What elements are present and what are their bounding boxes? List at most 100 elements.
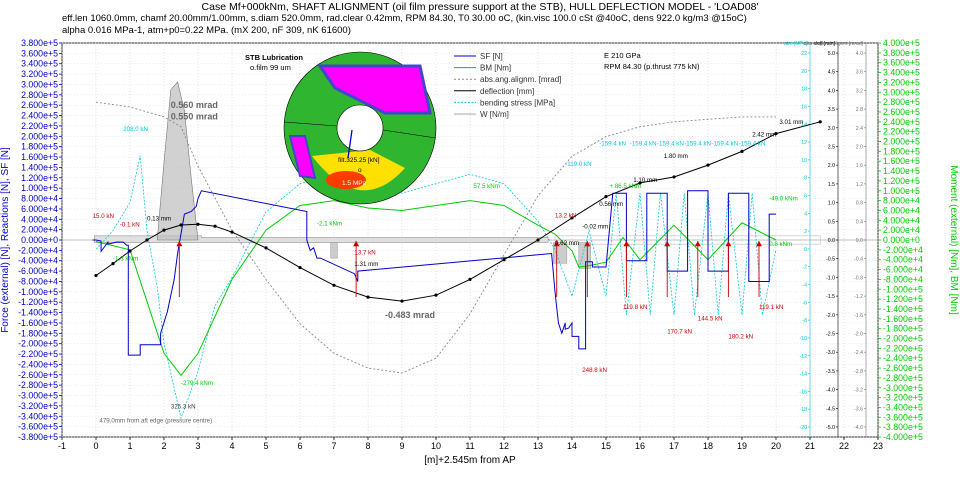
right-tick-label: -3.200e+5 [883, 393, 923, 403]
right-tick-label: 1.000e+5 [883, 186, 920, 196]
annotations: 0.560 mrad 0.550 mrad -0.483 mrad 479.0mm f… [93, 100, 804, 425]
right-tick-label: 3.800e+5 [883, 48, 920, 58]
deflection-series-point [400, 299, 404, 303]
left-axis-label: Force (external) [N], Reactions [N], SF … [0, 147, 11, 333]
x-tick-label: 21 [805, 441, 815, 451]
defl-tick-label: 0.0 [828, 238, 835, 244]
stress-tick-label: 6 [804, 193, 807, 199]
stress-tick-label: -12 [800, 354, 808, 360]
legend-label: SF [N] [480, 52, 503, 61]
annotation-label: -159.4 kN [630, 141, 657, 148]
annotation-label: -159.4 kN [711, 141, 738, 148]
right-tick-label: -8.000e+4 [883, 274, 923, 284]
left-tick-label: 0.000e+0 [21, 235, 58, 245]
annotation-label: 15.0 kN [93, 213, 114, 220]
deflection-series [95, 121, 821, 302]
right-tick-label: 3.200e+5 [883, 77, 920, 87]
right-tick-label: 1.600e+5 [883, 156, 920, 166]
left-tick-label: 3.800e+5 [21, 38, 58, 48]
reaction-arrowhead [694, 241, 701, 247]
defl-tick-label: -2.5 [826, 332, 835, 338]
stress-tick-label: 4 [804, 211, 807, 217]
deflection-series-point [638, 181, 642, 185]
right-tick-label: 2.200e+5 [883, 127, 920, 137]
x-tick-label: 6 [297, 441, 302, 451]
left-tick-label: 2.600e+5 [21, 100, 58, 110]
right-tick-label: 2.000e+5 [883, 137, 920, 147]
right-tick-label: 4.000e+5 [883, 38, 920, 48]
shaft-outline [94, 235, 549, 243]
annotation-label: + 86.5 kNm [609, 183, 641, 190]
right-axis-label: Moment (external) [Nm], BM [Nm] [948, 165, 959, 315]
right-y-axis: 4.000e+53.800e+53.600e+53.400e+53.200e+5… [878, 38, 959, 442]
x-tick-label: 7 [331, 441, 336, 451]
annotation-label: 0.56 mm [599, 201, 623, 208]
x-tick-label: -1 [58, 441, 66, 451]
right-tick-label: 2.600e+5 [883, 107, 920, 117]
left-tick-label: -6.000e+4 [18, 266, 58, 276]
legend-label: W [N/m] [480, 110, 509, 119]
annotation-label: 208.0 kN [123, 126, 148, 133]
annotation-label: -49.0 kNm [769, 196, 798, 203]
angle-tick-label: 2.8 [856, 107, 863, 113]
sector-line [283, 121, 338, 127]
x-tick-label: 20 [771, 441, 781, 451]
left-tick-label: -4.000e+4 [18, 256, 58, 266]
angle-tick-label: 4.0 [856, 51, 863, 57]
x-tick-label: 0 [93, 441, 98, 451]
defl-tick-label: 3.5 [828, 107, 835, 113]
stress-tick-label: -2 [802, 265, 807, 271]
reaction-arrowhead [553, 241, 560, 247]
annotation-label: 0.8 kNm [769, 241, 792, 248]
defl-tick-label: -1.5 [826, 294, 835, 300]
inset-point-label: o [358, 167, 362, 174]
annotation-label: -159.4 kN [657, 141, 684, 148]
angle-tick-label: -2.4 [854, 350, 863, 356]
defl-tick-label: -1.0 [826, 275, 835, 281]
annotation-label: -159.4 kN [599, 141, 626, 148]
deflection-series-point [94, 273, 98, 278]
right-tick-label: -1.600e+5 [883, 314, 923, 324]
right-tick-label: 8.000e+4 [883, 196, 920, 206]
pressure-zone-high-top [317, 64, 432, 115]
stress-tick-label: -4 [802, 283, 807, 289]
annotation-label: 1.80 mm [664, 153, 688, 160]
angle-tick-label: 1.2 [856, 182, 863, 188]
defl-tick-label: 4.5 [828, 70, 835, 76]
deflection-series-point [434, 293, 438, 297]
annotation-label: 0.62 mm [555, 240, 579, 247]
stb-film: o.film 99 um [250, 63, 291, 72]
left-tick-label: 3.600e+5 [21, 48, 58, 58]
stress-tick-label: 2 [804, 229, 807, 235]
angle-tick-label: -3.6 [854, 406, 863, 412]
x-tick-label: 23 [873, 441, 883, 451]
right-tick-label: -6.000e+4 [883, 265, 923, 275]
x-axis: -1 0 1 2 3 4 5 6 7 8 9 10 11 12 13 14 15 16 17 18 19 20 21 22 23… [58, 437, 883, 466]
angle-tick-label: -0.4 [854, 257, 863, 263]
deflection-series-point [672, 175, 676, 179]
left-y-axis: 3.800e+53.600e+53.400e+53.200e+53.000e+5… [0, 38, 62, 442]
right-tick-label: -2.000e+5 [883, 334, 923, 344]
left-tick-label: 2.800e+5 [21, 90, 58, 100]
annotation-label: 119.1 kN [759, 304, 783, 311]
right-tick-label: 4.000e+4 [883, 215, 920, 225]
reaction-arrowhead [664, 241, 671, 247]
left-tick-label: 8.000e+4 [21, 194, 58, 204]
sector-line [382, 129, 437, 139]
shaft-geometry [94, 235, 821, 269]
right-tick-label: -2.600e+5 [883, 363, 923, 373]
right-tick-label: -4.000e+4 [883, 255, 923, 265]
left-tick-label: 1.800e+5 [21, 142, 58, 152]
annotation-label: -119.0 kN [565, 161, 591, 168]
left-tick-label: 1.200e+5 [21, 173, 58, 183]
stress-series [95, 155, 777, 420]
angle-tick-label: -2.8 [854, 369, 863, 375]
stress-tick-label: 12 [801, 140, 807, 146]
legend-label: bending stress [MPa] [480, 98, 555, 107]
annotation-label: 325.3 kN [171, 403, 196, 410]
stress-tick-label: 22 [801, 51, 807, 57]
header: Case Mf+000kNm, SHAFT ALIGNMENT (oil fil… [0, 0, 960, 40]
reaction-arrowhead [725, 241, 732, 247]
annotation-label: -0.1 kN [120, 222, 140, 229]
x-tick-label: 15 [601, 441, 611, 451]
